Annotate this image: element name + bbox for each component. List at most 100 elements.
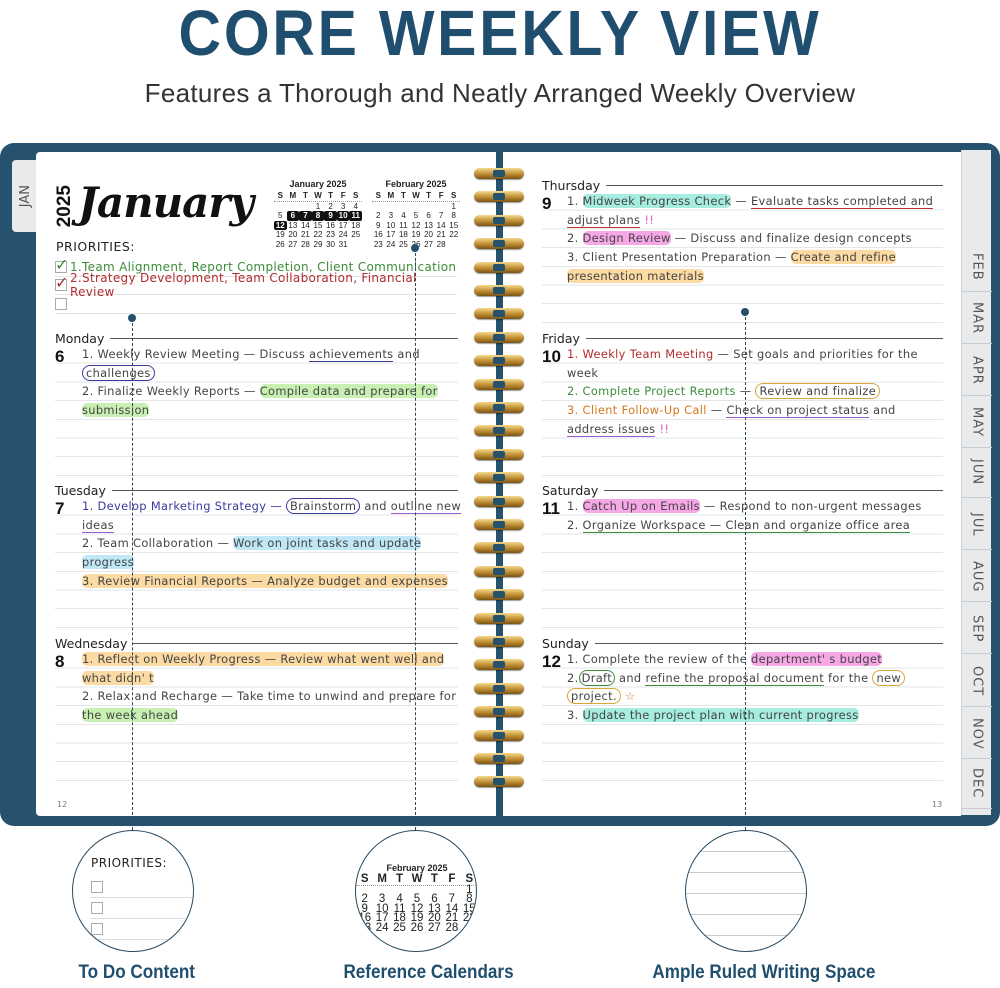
calendar-day[interactable]: 8 (451, 211, 456, 220)
calendar-day[interactable]: 28 (300, 239, 310, 249)
calendar-day[interactable]: 11 (349, 211, 362, 221)
calendar-day[interactable]: 13 (288, 220, 298, 230)
entry-line[interactable]: 1. Reflect on Weekly Progress — Review w… (82, 650, 458, 669)
calendar-day[interactable]: 20 (428, 912, 441, 924)
calendar-day[interactable]: 14 (300, 220, 310, 230)
calendar-day[interactable]: 27 (428, 921, 441, 934)
calendar-day[interactable] (299, 202, 312, 212)
calendar-day[interactable]: 4 (353, 201, 358, 211)
entry-line[interactable]: address issues !! (567, 420, 943, 439)
calendar-day[interactable]: 18 (398, 230, 408, 239)
calendar-day[interactable]: 10 (336, 211, 350, 221)
month-tab-oct[interactable]: OCT (962, 657, 992, 707)
entry-line[interactable]: what didn' t (82, 669, 458, 688)
entry-line[interactable]: presentation materials (567, 267, 943, 286)
entry-line[interactable]: 3. Review Financial Reports — Analyze bu… (82, 572, 458, 591)
calendar-day[interactable]: 16 (358, 912, 372, 924)
month-tab-sep[interactable]: SEP (962, 604, 992, 654)
calendar-day[interactable]: 26 (410, 921, 424, 934)
calendar-day[interactable]: 12 (410, 902, 424, 915)
priority-checkbox[interactable]: ✓ (55, 255, 68, 274)
ruled-lines[interactable]: 1. Complete the review of the department… (542, 650, 943, 787)
calendar-day[interactable]: 4 (401, 211, 406, 220)
calendar-day[interactable]: 25 (393, 921, 406, 934)
calendar-day[interactable]: 8 (466, 893, 473, 905)
entry-line[interactable]: submission (82, 401, 458, 420)
calendar-day[interactable]: 6 (431, 893, 438, 905)
calendar-day[interactable]: 12 (274, 220, 287, 230)
calendar-day[interactable] (372, 202, 385, 212)
entry-line[interactable]: 2. Organize Workspace — Clean and organi… (567, 516, 943, 535)
calendar-day[interactable]: 13 (428, 902, 441, 915)
calendar-day[interactable]: 23 (358, 921, 372, 934)
calendar-day[interactable]: 25 (398, 239, 408, 249)
month-tab-apr[interactable]: APR (962, 346, 992, 396)
calendar-day[interactable]: 6 (426, 211, 431, 220)
entry-line[interactable]: 3. Client Presentation Preparation — Cre… (567, 248, 943, 267)
calendar-day[interactable]: 9 (324, 211, 337, 221)
month-tab-jan[interactable]: JAN (12, 160, 38, 232)
entry-line[interactable]: 1. Midweek Progress Check — Evaluate tas… (567, 192, 943, 211)
entry-line[interactable]: 1. Weekly Team Meeting — Set goals and p… (567, 345, 943, 364)
entry-line[interactable]: ideas (82, 516, 458, 535)
calendar-day[interactable]: 28 (445, 921, 459, 934)
calendar-day[interactable]: 2 (376, 211, 381, 220)
entry-line[interactable]: 1. Develop Marketing Strategy — Brainsto… (82, 497, 461, 516)
ruled-lines[interactable]: 1. Weekly Review Meeting — Discuss achie… (55, 345, 458, 482)
entry-line[interactable]: the week ahead (82, 706, 458, 725)
calendar-day[interactable]: 22 (449, 230, 459, 239)
ruled-lines[interactable]: 1. Reflect on Weekly Progress — Review w… (55, 650, 458, 787)
calendar-day[interactable] (410, 202, 423, 212)
calendar-day[interactable]: 17 (375, 912, 389, 924)
calendar-day[interactable]: 24 (338, 230, 348, 239)
calendar-day[interactable] (461, 924, 476, 934)
entry-line[interactable]: week (567, 364, 943, 383)
calendar-day[interactable]: 25 (351, 230, 361, 239)
month-tab-dec[interactable]: DEC (962, 759, 992, 809)
calendar-day[interactable]: 4 (396, 893, 403, 905)
calendar-day[interactable]: 10 (386, 220, 396, 230)
entry-line[interactable]: project. ☆ (567, 687, 943, 706)
checkbox[interactable] (91, 923, 103, 935)
calendar-day[interactable]: 24 (375, 921, 389, 934)
calendar-day[interactable]: 21 (436, 230, 446, 239)
calendar-day[interactable] (385, 202, 398, 212)
entry-line[interactable]: 2. Relax and Recharge — Take time to unw… (82, 687, 458, 706)
calendar-day[interactable]: 9 (376, 220, 381, 230)
ruled-lines[interactable]: 1. Weekly Team Meeting — Set goals and p… (542, 345, 943, 482)
entry-line[interactable]: 1. Catch Up on Emails — Respond to non-u… (567, 497, 943, 516)
calendar-day[interactable]: 20 (288, 230, 298, 239)
checkbox[interactable] (91, 881, 103, 893)
calendar-day[interactable]: 26 (275, 239, 285, 249)
calendar-day[interactable]: 3 (388, 211, 394, 220)
calendar-day[interactable]: 3 (340, 201, 346, 211)
entry-line[interactable]: adjust plans !! (567, 211, 943, 230)
entry-line[interactable]: 1. Complete the review of the department… (567, 650, 943, 669)
calendar-day[interactable]: 6 (286, 211, 300, 221)
calendar-day[interactable] (422, 202, 435, 212)
calendar-day[interactable]: 15 (313, 220, 323, 230)
calendar-day[interactable]: 22 (313, 230, 323, 239)
month-tab-mar[interactable]: MAR (962, 294, 992, 344)
calendar-day[interactable]: 24 (386, 239, 396, 249)
calendar-day[interactable]: 19 (411, 230, 421, 239)
ruled-lines[interactable]: 1. Catch Up on Emails — Respond to non-u… (542, 497, 943, 634)
calendar-day[interactable]: 9 (361, 902, 368, 915)
entry-line[interactable]: 2. Finalize Weekly Reports — Compile dat… (82, 382, 458, 401)
calendar-day[interactable]: 23 (326, 230, 336, 239)
entry-line[interactable]: 2. Complete Project Reports — Review and… (567, 382, 943, 401)
priority-checkbox[interactable] (55, 297, 67, 310)
calendar-day[interactable]: 14 (445, 902, 459, 915)
entry-line[interactable]: challenges (82, 364, 458, 383)
calendar-day[interactable]: 15 (462, 902, 476, 915)
calendar-day[interactable]: 23 (373, 239, 383, 249)
entry-line[interactable]: 1. Weekly Review Meeting — Discuss achie… (82, 345, 458, 364)
calendar-day[interactable] (287, 202, 300, 212)
calendar-day[interactable]: 13 (424, 220, 434, 230)
calendar-day[interactable]: 19 (410, 912, 424, 924)
calendar-day[interactable]: 27 (288, 239, 298, 249)
calendar-day[interactable]: 8 (311, 211, 325, 221)
month-tab-jun[interactable]: JUN (962, 448, 992, 498)
calendar-day[interactable] (397, 202, 410, 212)
month-tab-jul[interactable]: JUL (962, 500, 992, 550)
